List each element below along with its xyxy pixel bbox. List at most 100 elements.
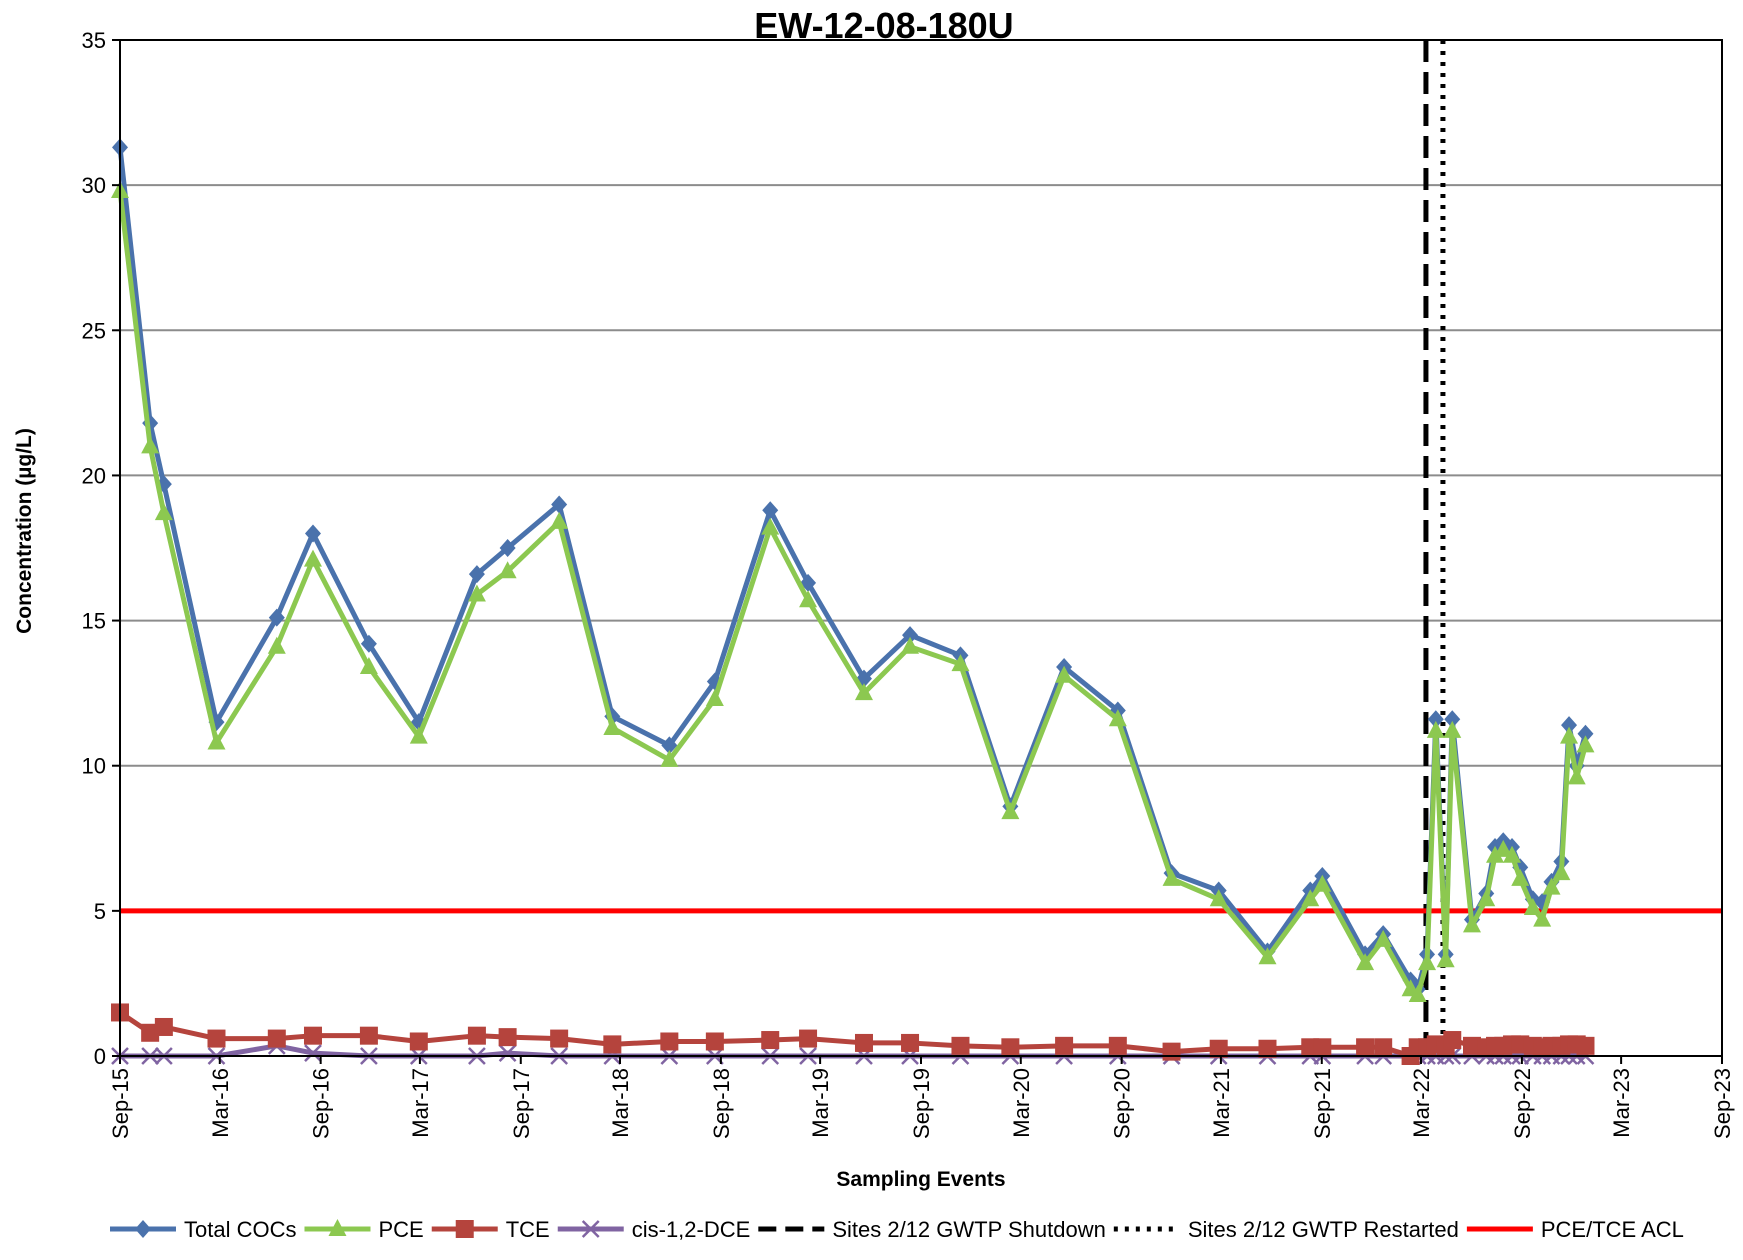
data-point: [603, 717, 622, 735]
y-tick-label: 15: [82, 609, 106, 634]
data-point: [551, 495, 568, 514]
legend-item: Sites 2/12 GWTP Restarted: [1113, 1217, 1459, 1242]
data-point: [854, 683, 873, 701]
x-axis-label: Sampling Events: [836, 1168, 1005, 1191]
data-point: [705, 688, 724, 706]
data-point: [467, 584, 486, 602]
data-point: [1209, 889, 1228, 907]
data-point: [1542, 877, 1561, 895]
data-point: [1576, 1036, 1595, 1055]
x-tick-label: Sep-15: [108, 1068, 133, 1139]
data-point: [660, 1032, 679, 1051]
data-point: [1356, 1038, 1375, 1057]
data-point: [1209, 1039, 1228, 1058]
data-point: [1426, 720, 1445, 738]
legend: Total COCs PCE TCE cis-1,2-DCE Sites 2/12 GW…: [110, 1217, 1684, 1242]
data-point: [141, 1023, 160, 1042]
data-point: [1427, 710, 1444, 729]
chart-title: EW-12-08-180U: [754, 5, 1013, 46]
data-point: [854, 1033, 873, 1052]
data-point: [1436, 950, 1455, 968]
data-point: [603, 1035, 622, 1054]
legend-item: Total COCs: [110, 1217, 296, 1242]
x-tick-label: Sep-21: [1310, 1068, 1335, 1139]
x-tick-label: Sep-16: [309, 1068, 334, 1139]
legend-label: Sites 2/12 GWTP Restarted: [1188, 1217, 1459, 1242]
data-point: [1055, 1036, 1074, 1055]
x-tick-label: Sep-22: [1510, 1068, 1535, 1139]
data-point: [1443, 720, 1462, 738]
legend-label: TCE: [506, 1217, 550, 1242]
data-point: [1486, 845, 1505, 863]
legend-marker: [135, 1220, 151, 1238]
data-point: [1523, 897, 1542, 915]
legend-item: TCE: [431, 1217, 550, 1242]
data-point: [661, 736, 678, 755]
data-point: [207, 732, 226, 750]
data-point: [1258, 1039, 1277, 1058]
y-tick-label: 35: [82, 28, 106, 53]
data-point: [1576, 735, 1595, 753]
data-point: [1001, 1038, 1020, 1057]
y-tick-label: 0: [94, 1044, 106, 1069]
data-point: [901, 636, 920, 654]
legend-marker: [455, 1220, 474, 1238]
x-tick-label: Mar-21: [1209, 1068, 1234, 1138]
data-point: [1560, 726, 1579, 744]
data-point: [409, 1032, 428, 1051]
data-point: [1001, 802, 1020, 820]
data-point: [1503, 845, 1522, 863]
data-point: [360, 634, 377, 653]
series-tce: [111, 1003, 1595, 1065]
data-point: [1443, 1031, 1462, 1050]
data-point: [1418, 953, 1437, 971]
data-point: [1577, 724, 1594, 743]
data-point: [1162, 868, 1181, 886]
data-point: [1055, 665, 1074, 683]
x-tick-label: Sep-23: [1710, 1068, 1735, 1139]
data-point: [304, 524, 321, 543]
y-tick-label: 30: [82, 173, 106, 198]
data-point: [1258, 947, 1277, 965]
x-tick-label: Mar-16: [208, 1068, 233, 1138]
data-point: [207, 1029, 226, 1048]
data-point: [467, 1026, 486, 1045]
data-point: [141, 436, 160, 454]
x-tick-label: Mar-20: [1009, 1068, 1034, 1138]
data-point: [550, 511, 569, 529]
data-point: [1552, 863, 1571, 881]
data-point: [268, 608, 285, 627]
data-point: [1444, 710, 1461, 729]
data-point: [660, 749, 679, 767]
data-point: [550, 1029, 569, 1048]
data-point: [498, 1028, 517, 1047]
data-point: [1313, 874, 1332, 892]
data-point: [468, 565, 485, 584]
x-tick-label: Sep-19: [909, 1068, 934, 1139]
x-tick-label: Mar-23: [1609, 1068, 1634, 1138]
x-tick-label: Sep-20: [1110, 1068, 1135, 1139]
data-point: [498, 1044, 517, 1062]
data-point: [1477, 889, 1496, 907]
data-point: [799, 590, 818, 608]
data-point: [1162, 1042, 1181, 1061]
data-point: [705, 1032, 724, 1051]
legend-marker: [328, 1219, 347, 1236]
data-point: [1494, 839, 1513, 857]
data-point: [1374, 929, 1393, 947]
data-point: [1462, 915, 1481, 933]
y-tick-label: 25: [82, 318, 106, 343]
y-tick-label: 20: [82, 463, 106, 488]
data-point: [1533, 909, 1552, 927]
data-point: [1374, 1038, 1393, 1057]
y-tick-label: 5: [94, 899, 106, 924]
y-axis-label: Concentration (µg/L): [13, 428, 36, 634]
x-tick-label: Mar-22: [1409, 1068, 1434, 1138]
data-point: [901, 1033, 920, 1052]
data-point: [359, 657, 378, 675]
data-point: [951, 1036, 970, 1055]
x-tick-label: Mar-18: [608, 1068, 633, 1138]
data-point: [303, 549, 322, 567]
data-point: [1356, 953, 1375, 971]
